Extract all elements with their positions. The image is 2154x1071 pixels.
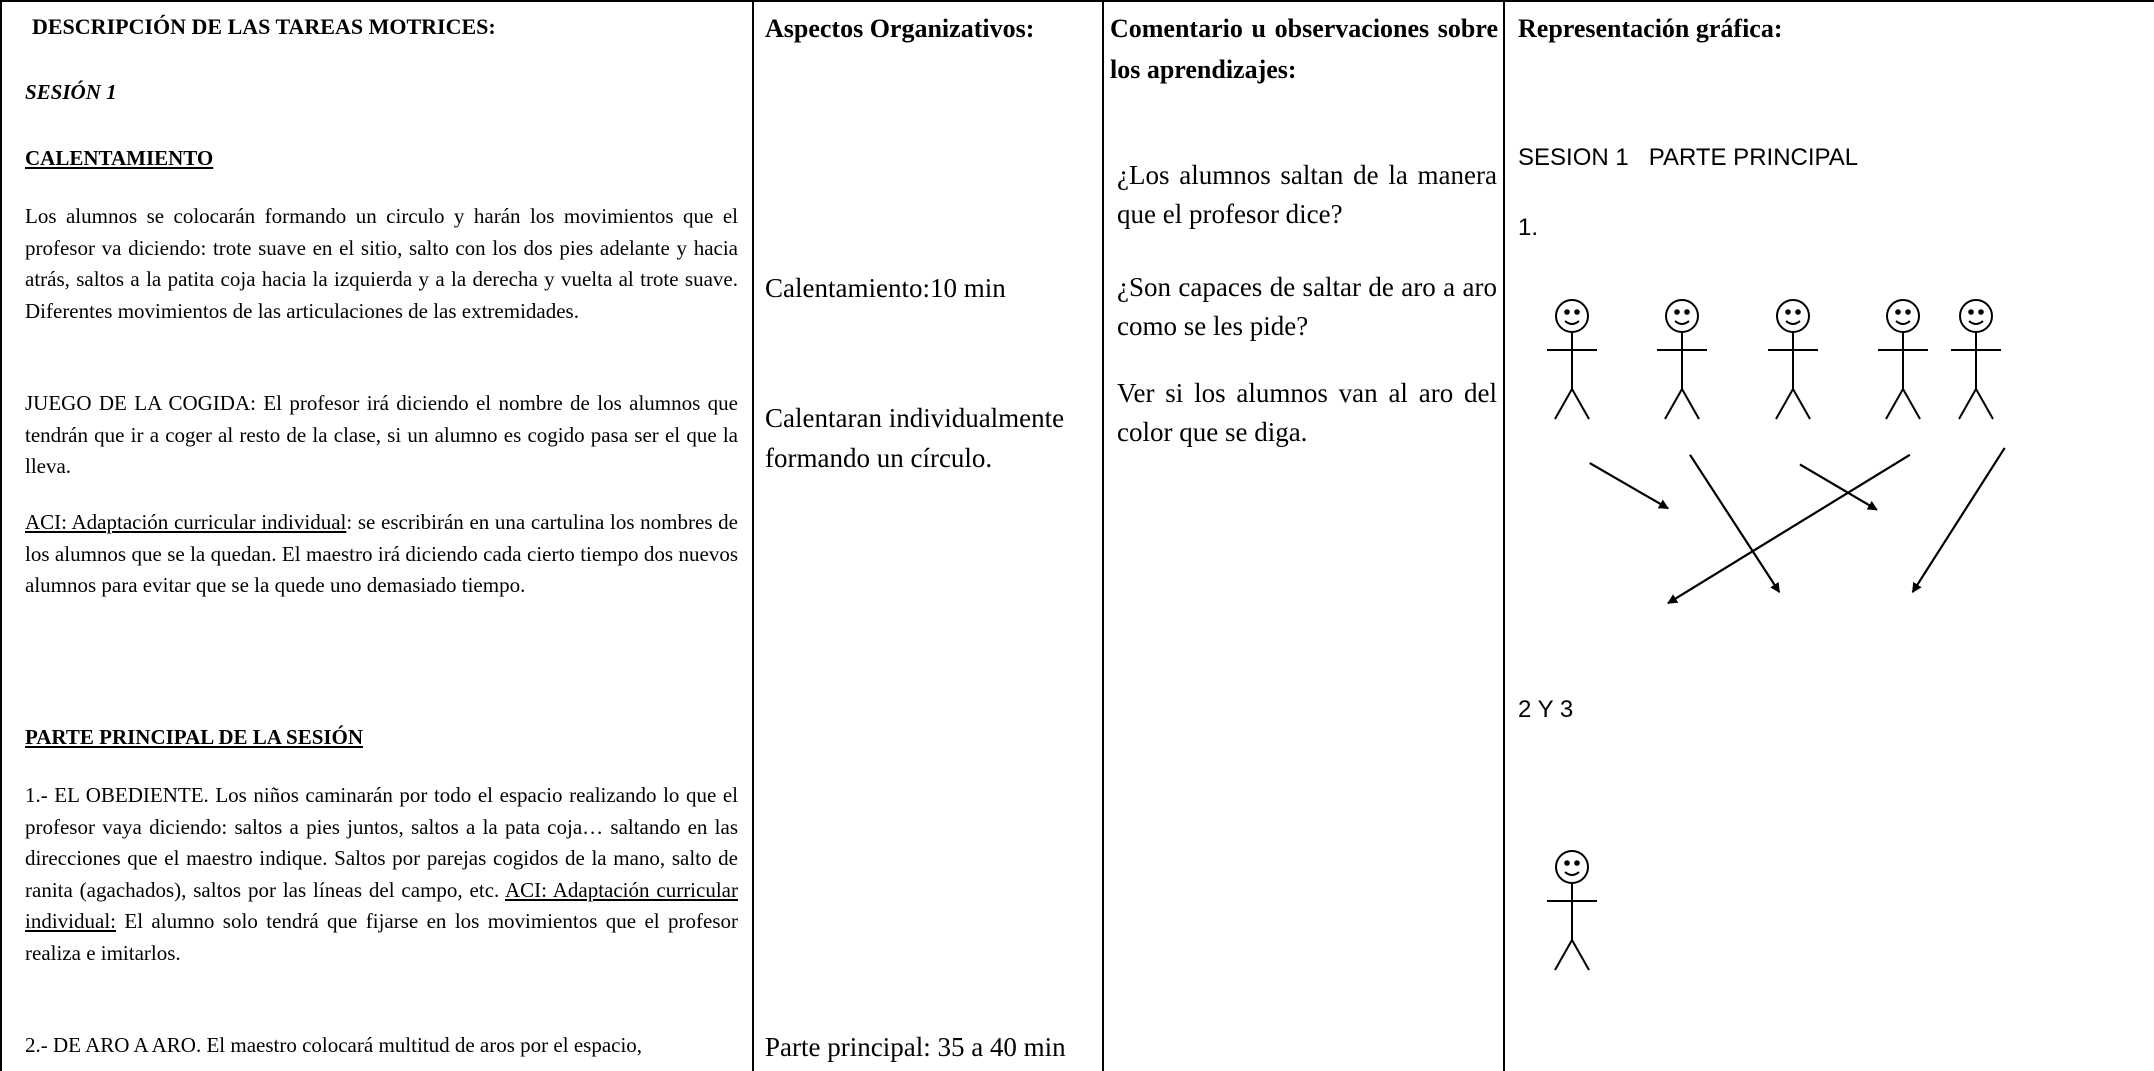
graphic-title: SESION 1 PARTE PRINCIPAL <box>1518 144 1859 171</box>
leg <box>1902 388 1921 420</box>
table-border <box>0 0 2154 2</box>
section-heading: CALENTAMIENTO <box>25 143 738 175</box>
eye <box>1968 309 1974 315</box>
section-heading: PARTE PRINCIPAL DE LA SESIÓN <box>25 722 738 754</box>
leg <box>1571 939 1590 971</box>
column-border <box>752 0 754 1071</box>
smile <box>1564 871 1580 876</box>
graphic-label: 1. <box>1518 214 1539 241</box>
eye <box>1978 309 1984 315</box>
leg <box>1792 388 1811 420</box>
paragraph: JUEGO DE LA COGIDA: El profesor irá dici… <box>25 388 738 483</box>
observation: ¿Son capaces de saltar de aro a aro como… <box>1117 272 1497 341</box>
header: Comentario u observaciones sobre los apr… <box>1110 14 1498 84</box>
header: Aspectos Organizativos: <box>765 14 1035 43</box>
leg <box>1681 388 1700 420</box>
arrow <box>1799 463 1878 511</box>
leg <box>1571 388 1590 420</box>
arrow <box>1589 462 1669 510</box>
header: Representación gráfica: <box>1518 14 1783 43</box>
header: DESCRIPCIÓN DE LAS TAREAS MOTRICES: <box>32 14 496 39</box>
organization-note: Calentaran individualmente formando un c… <box>765 403 1065 473</box>
smile <box>1674 320 1690 325</box>
eye <box>1674 309 1680 315</box>
leg <box>1775 388 1794 420</box>
head <box>1959 299 1993 333</box>
heading: CALENTAMIENTO <box>25 146 214 170</box>
stick-figure <box>1547 850 1597 971</box>
eye <box>1574 860 1580 866</box>
stick-figure <box>1547 299 1597 420</box>
text: El profesor irá diciendo el nombre de lo… <box>25 391 738 479</box>
paragraph: ACI: Adaptación curricular individual: s… <box>25 507 738 602</box>
eye <box>1564 860 1570 866</box>
paragraph: 2.- DE ARO A ARO. El maestro colocará mu… <box>25 1033 643 1057</box>
smile <box>1785 320 1801 325</box>
heading: PARTE PRINCIPAL DE LA SESIÓN <box>25 725 364 749</box>
smile <box>1564 320 1580 325</box>
paragraph: 1.- EL OBEDIENTE. Los niños caminarán po… <box>25 780 738 970</box>
arrow <box>1911 447 2006 594</box>
leg <box>1975 388 1994 420</box>
head <box>1776 299 1810 333</box>
text: 1.- EL OBEDIENTE. Los niños caminarán po… <box>25 783 738 902</box>
stick-figure <box>1878 299 1928 420</box>
leg <box>1554 939 1573 971</box>
text: El alumno solo tendrá que fijarse en los… <box>25 909 738 965</box>
observation: Ver si los alumnos van al aro del color … <box>1117 378 1497 447</box>
observation: ¿Los alumnos saltan de la manera que el … <box>1117 160 1497 229</box>
smile <box>1968 320 1984 325</box>
head <box>1665 299 1699 333</box>
lead: JUEGO DE LA COGIDA: <box>25 391 256 415</box>
eye <box>1574 309 1580 315</box>
session-label: SESIÓN 1 <box>25 80 117 104</box>
graphic-label: 2 Y 3 <box>1518 696 1574 723</box>
leg <box>1664 388 1683 420</box>
eye <box>1564 309 1570 315</box>
aci-label: ACI: Adaptación curricular individual: <box>25 877 738 934</box>
stick-figure <box>1657 299 1707 420</box>
organization-note: Calentamiento:10 min <box>765 273 1006 303</box>
eye <box>1785 309 1791 315</box>
eye <box>1684 309 1690 315</box>
smile <box>1895 320 1911 325</box>
column-border <box>1503 0 1505 1071</box>
eye <box>1895 309 1901 315</box>
column-border <box>1102 0 1104 1071</box>
table-border <box>0 0 2 1071</box>
arrow <box>1667 453 1911 605</box>
head <box>1555 299 1589 333</box>
stick-figure <box>1951 299 2001 420</box>
aci-label: ACI: Adaptación curricular individual <box>25 510 347 534</box>
eye <box>1795 309 1801 315</box>
stick-figure <box>1768 299 1818 420</box>
organization-note: Parte principal: 35 a 40 min <box>765 1032 1066 1062</box>
head <box>1555 850 1589 884</box>
text: : se escribirán en una cartulina los nom… <box>25 510 738 598</box>
drawing <box>1547 299 2006 971</box>
eye <box>1905 309 1911 315</box>
leg <box>1554 388 1573 420</box>
paragraph: Los alumnos se colocarán formando un cir… <box>25 204 738 323</box>
arrow <box>1689 454 1781 594</box>
head <box>1886 299 1920 333</box>
leg <box>1958 388 1977 420</box>
leg <box>1885 388 1904 420</box>
